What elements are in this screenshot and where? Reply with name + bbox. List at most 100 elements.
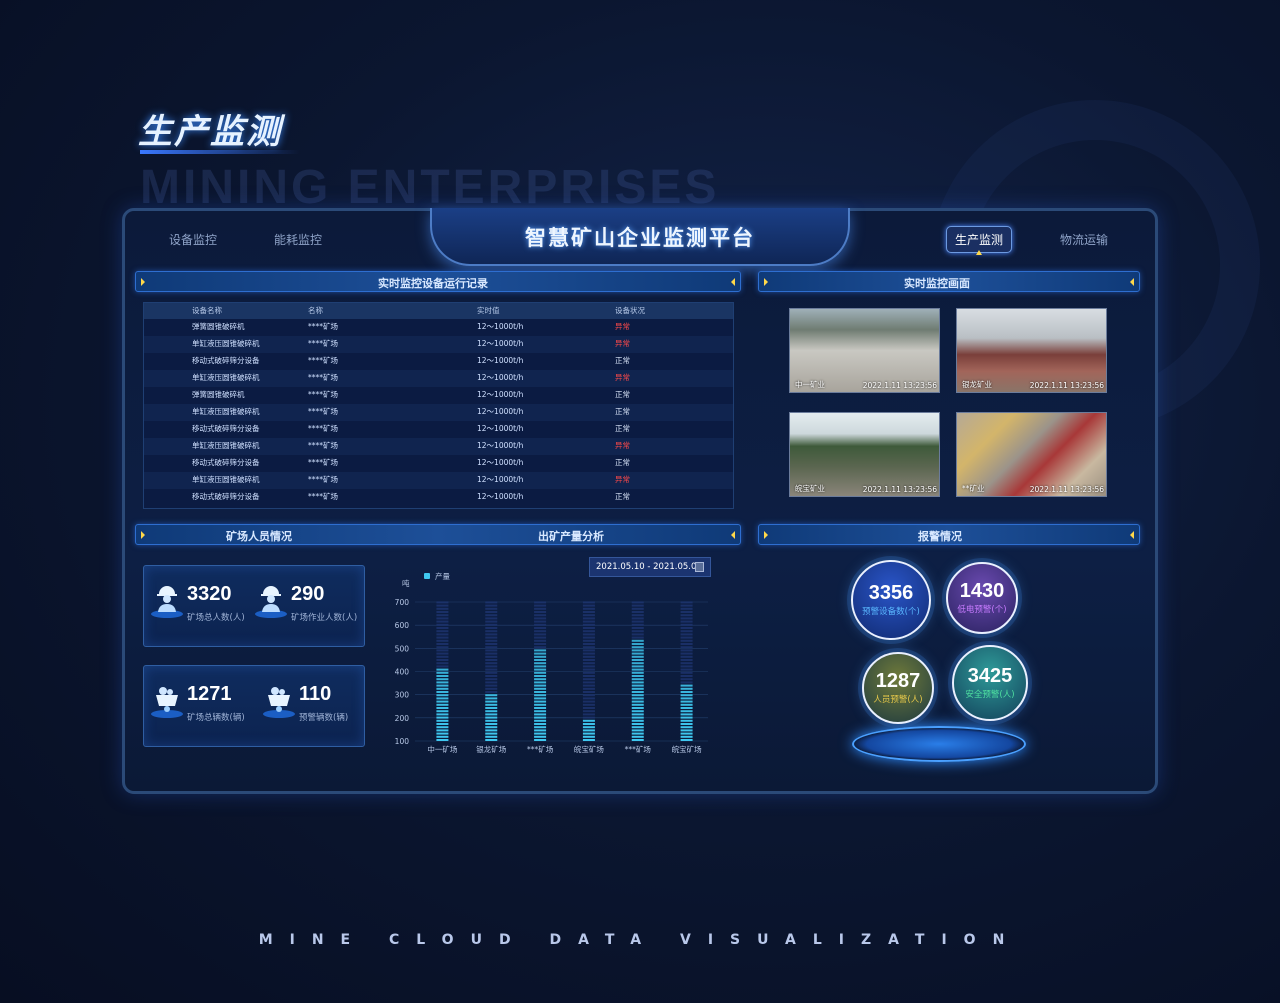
bar-segment	[631, 726, 644, 729]
bar-segment	[582, 620, 595, 623]
nav-energy-monitoring[interactable]: 能耗监控	[274, 233, 323, 247]
alarm-indicator[interactable]: 3425 安全预警(人)	[952, 645, 1028, 721]
bar-segment	[631, 652, 644, 655]
realtime-value: 12～1000t/h	[477, 492, 524, 501]
section-title: 实时监控设备运行记录	[378, 277, 488, 290]
bar-segment	[436, 649, 449, 652]
stat-value: 3320	[187, 583, 232, 605]
bar-segment	[534, 681, 547, 684]
bar-segment	[631, 735, 644, 738]
realtime-value: 12～1000t/h	[477, 475, 524, 484]
table-row[interactable]: 移动式破碎筛分设备 ****矿场 12～1000t/h 正常	[144, 353, 733, 370]
bar-segment	[436, 623, 449, 626]
bar-segment	[582, 732, 595, 735]
table-row[interactable]: 单缸液压圆锥破碎机 ****矿场 12～1000t/h 异常	[144, 370, 733, 387]
bar-segment	[534, 633, 547, 636]
bar-segment	[485, 668, 498, 671]
camera-feed-2[interactable]: 银龙矿业 2022.1.11 13:23:56	[956, 308, 1107, 393]
bar-segment	[436, 627, 449, 629]
nav-production-monitoring[interactable]: 生产监测	[946, 226, 1013, 253]
bar-segment	[631, 675, 644, 677]
page-title: 生产监测	[138, 112, 282, 152]
bar-segment	[436, 601, 449, 604]
column-header: 名称	[308, 306, 323, 315]
table-row[interactable]: 移动式破碎筛分设备 ****矿场 12～1000t/h 正常	[144, 489, 733, 506]
date-range-picker[interactable]: 2021.05.10 - 2021.05.03	[589, 557, 711, 577]
bar-segment	[534, 630, 547, 633]
device-status: 正常	[615, 407, 630, 416]
bar-segment	[582, 601, 595, 604]
table-row[interactable]: 单缸液压圆锥破碎机 ****矿场 12～1000t/h 异常	[144, 472, 733, 489]
site-name: ****矿场	[308, 424, 338, 433]
table-row[interactable]: 弹簧圆锥破碎机 ****矿场 12～1000t/h 异常	[144, 319, 733, 336]
device-status: 正常	[615, 424, 630, 433]
bar-segment	[485, 636, 498, 639]
camera-feed-1[interactable]: 中一矿业 2022.1.11 13:23:56	[789, 308, 940, 393]
table-row[interactable]: 移动式破碎筛分设备 ****矿场 12～1000t/h 正常	[144, 455, 733, 472]
bar[interactable]	[485, 601, 498, 741]
device-name: 单缸液压圆锥破碎机	[192, 373, 260, 382]
bar-segment	[582, 617, 595, 620]
alarm-label: 人员预警(人)	[873, 695, 923, 705]
bar-segment	[436, 697, 449, 700]
bar-segment	[436, 678, 449, 681]
stat-label: 矿场总辆数(辆)	[187, 713, 245, 723]
feed-time: 2022.1.11 13:23:56	[862, 381, 937, 390]
bar-segment	[485, 719, 498, 722]
bar-segment	[582, 678, 595, 681]
bar-segment	[436, 710, 449, 713]
table-row[interactable]: 单缸液压圆锥破碎机 ****矿场 12～1000t/h 异常	[144, 438, 733, 455]
alarm-indicator[interactable]: 1287 人员预警(人)	[862, 652, 934, 724]
bar[interactable]	[534, 601, 547, 741]
section-header-alarms: 报警情况	[758, 524, 1140, 545]
nav-device-monitoring[interactable]: 设备监控	[169, 233, 218, 247]
section-header-monitor: 实时监控画面	[758, 271, 1140, 292]
section-title-personnel: 矿场人员情况	[226, 530, 292, 543]
site-name: ****矿场	[308, 407, 338, 416]
table-row[interactable]: 移动式破碎筛分设备 ****矿场 12～1000t/h 正常	[144, 421, 733, 438]
bar-segment	[436, 700, 449, 703]
camera-feed-4[interactable]: **矿业 2022.1.11 13:23:56	[956, 412, 1107, 497]
bar-segment	[485, 649, 498, 652]
camera-feed-3[interactable]: 皖宝矿业 2022.1.11 13:23:56	[789, 412, 940, 497]
bar-segment	[485, 607, 498, 610]
bar[interactable]	[631, 601, 644, 741]
bar-segment	[436, 671, 449, 674]
table-row[interactable]: 单缸液压圆锥破碎机 ****矿场 12～1000t/h 异常	[144, 336, 733, 353]
table-row[interactable]: 弹簧圆锥破碎机 ****矿场 12～1000t/h 正常	[144, 387, 733, 404]
device-status: 正常	[615, 356, 630, 365]
bar-segment	[485, 681, 498, 684]
feed-time: 2022.1.11 13:23:56	[1029, 485, 1104, 494]
alarm-indicator[interactable]: 3356 预警设备数(个)	[851, 560, 931, 640]
nav-logistics[interactable]: 物流运输	[1060, 233, 1109, 247]
bar-segment	[436, 633, 449, 636]
bar-segment	[485, 687, 498, 690]
feed-name: **矿业	[962, 484, 985, 493]
bar-segment	[485, 665, 498, 668]
device-status: 正常	[615, 458, 630, 467]
bar-segment	[582, 659, 595, 661]
alarm-indicator[interactable]: 1430 低电预警(个)	[946, 562, 1018, 634]
bar-segment	[436, 707, 449, 709]
device-name: 单缸液压圆锥破碎机	[192, 339, 260, 348]
stat-value: 110	[299, 683, 332, 705]
bar[interactable]	[582, 601, 595, 741]
bar-segment	[534, 668, 547, 671]
bar-segment	[582, 719, 595, 722]
bar-segment	[534, 652, 547, 655]
section-title: 报警情况	[918, 530, 962, 543]
bar-segment	[631, 707, 644, 709]
y-tick-label: 200	[395, 714, 410, 723]
bar-segment	[582, 671, 595, 674]
bar[interactable]	[436, 601, 449, 741]
site-name: ****矿场	[308, 373, 338, 382]
bar-segment	[582, 726, 595, 729]
bar-segment	[582, 729, 595, 732]
records-table: 设备名称 名称 实时值 设备状况 弹簧圆锥破碎机 ****矿场 12～1000t/h…	[143, 302, 734, 509]
table-row[interactable]: 单缸液压圆锥破碎机 ****矿场 12～1000t/h 正常	[144, 404, 733, 421]
bar[interactable]	[680, 601, 693, 741]
bar-segment	[582, 675, 595, 677]
bar-segment	[680, 630, 693, 633]
bar-segment	[680, 646, 693, 649]
worker-icon	[254, 582, 288, 618]
